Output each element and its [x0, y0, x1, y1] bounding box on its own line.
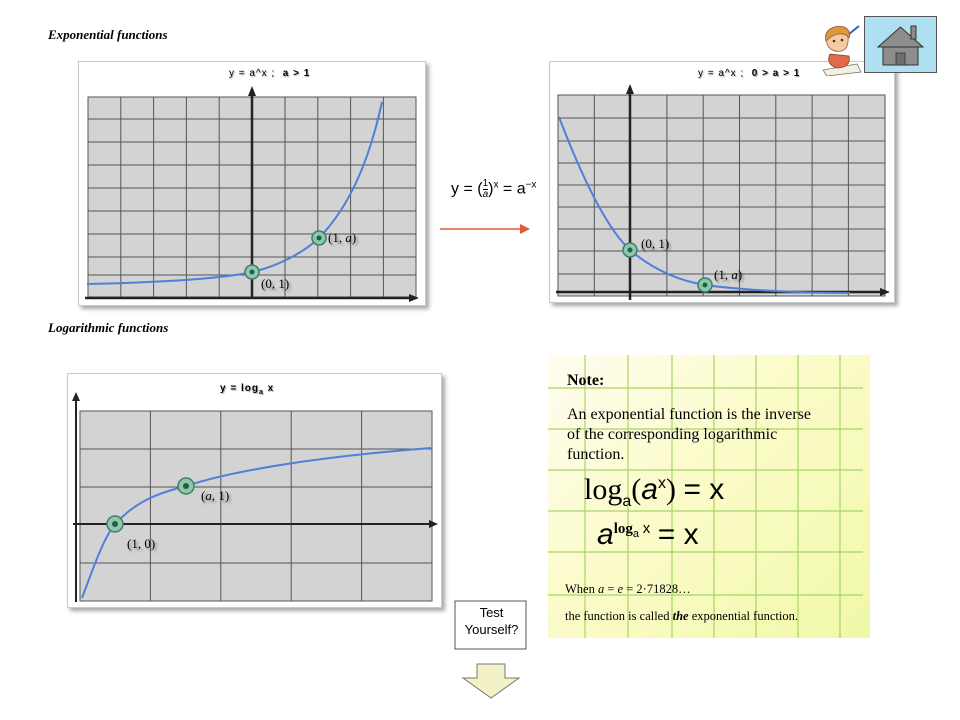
exponential-growth-graph: y = a^x ; a > 1 (0, 1) (1, a) — [78, 61, 426, 306]
exponential-decay-graph: y = a^x ; 0 > a > 1 (0, 1) (1, a) — [549, 61, 895, 303]
right-arrow-icon — [440, 224, 530, 234]
exp-decay-point-0-1-label: (0, 1) — [641, 236, 670, 251]
exponential-function-note: the function is called the exponential f… — [565, 609, 798, 623]
exp-growth-point-1-a-label: (1, a) — [328, 230, 357, 245]
point-1-a-marker — [311, 230, 327, 246]
euler-number-note: When a = e = 2·71828… — [565, 582, 691, 596]
exp-identity-formula: aloga x = x — [597, 518, 699, 551]
logarithmic-graph: y = loga x (1, 0) (a, 1) — [67, 373, 442, 608]
log-curve — [81, 447, 432, 599]
log-point-a-1-label: (a, 1) — [201, 488, 230, 503]
exp-decay-curve — [558, 116, 851, 294]
home-button[interactable] — [864, 16, 937, 73]
test-yourself-label: Test Yourself? — [464, 605, 519, 637]
home-icon — [876, 25, 925, 66]
exp-growth-curve — [86, 101, 383, 285]
student-character-icon — [822, 25, 862, 76]
exp-growth-point-0-1-label: (0, 1) — [261, 276, 290, 291]
note-title: Note: — [567, 372, 605, 389]
test-yourself-button[interactable]: Test Yourself? — [454, 600, 529, 700]
note-box: Note: An exponential function is the inv… — [548, 355, 870, 638]
down-arrow-icon — [454, 600, 527, 699]
point-0-1-marker — [244, 264, 260, 280]
exp-decay-equation: y = a^x ; 0 > a > 1 — [698, 68, 801, 79]
note-body: An exponential function is the inverse o… — [567, 406, 811, 463]
logarithmic-functions-title: Logarithmic functions — [48, 320, 169, 335]
reciprocal-base-formula: y = (1 a)x = a−x — [451, 178, 537, 200]
exp-growth-equation: y = a^x ; a > 1 — [229, 68, 311, 79]
point-1-0-marker — [106, 515, 124, 533]
point-1-a-marker — [697, 277, 713, 293]
log-point-1-0-label: (1, 0) — [127, 536, 156, 551]
log-equation: y = loga x — [220, 383, 275, 396]
point-a-1-marker — [177, 477, 195, 495]
exp-decay-point-1-a-label: (1, a) — [714, 267, 743, 282]
exponential-functions-title: Exponential functions — [48, 27, 168, 42]
log-identity-formula: loga(ax) = x — [584, 473, 725, 510]
point-0-1-marker — [622, 242, 638, 258]
note-grid — [548, 355, 863, 638]
